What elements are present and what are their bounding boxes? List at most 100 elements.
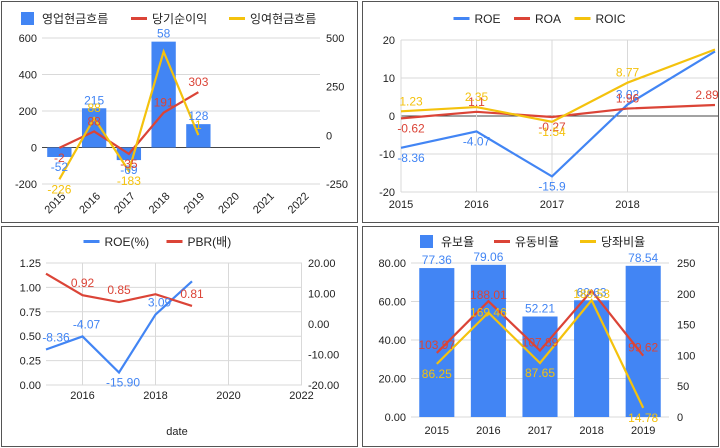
right-tick-label: 500 <box>326 33 344 45</box>
legend-line-1 <box>166 240 183 243</box>
legend-label-0: 유보율 <box>441 235 474 249</box>
left-tick-label: -200 <box>15 179 37 191</box>
x-tick-label: 2021 <box>251 190 277 216</box>
ratio-chart-panel: 0.00 20.00 40.00 60.00 80.00 0 50 100 150 200 250 2… <box>362 226 719 447</box>
legend-label-2: 당좌비율 <box>601 235 645 249</box>
x-axis-title: date <box>166 426 187 438</box>
x-tick-label: 2017 <box>112 190 138 216</box>
data-label-roe: -8.36 <box>42 330 70 344</box>
left-tick-label: 400 <box>19 70 37 82</box>
data-label-pbr: 0.92 <box>71 276 95 290</box>
data-label-2: 14.78 <box>628 411 658 425</box>
profitability-chart: -20 -10 0 10 20 2015 2016 2017 2018 -8.36 -4.07 -15… <box>379 12 718 211</box>
data-label-2: 86.25 <box>422 367 452 381</box>
series-line-1 <box>436 288 645 357</box>
right-tick-label: 250 <box>677 258 695 270</box>
data-label-1: 1.96 <box>616 92 640 106</box>
legend-label-1: 유동비율 <box>515 235 559 249</box>
data-label-1: 191 <box>154 96 174 110</box>
data-label-0: -8.36 <box>397 151 425 165</box>
data-label-1: -0.27 <box>538 120 566 134</box>
data-label-0: -69 <box>120 163 138 177</box>
y-tick-label: -20 <box>379 187 395 199</box>
data-label-1: 107.89 <box>522 336 559 350</box>
data-label-0: 215 <box>84 93 104 107</box>
legend-line-1 <box>494 240 510 243</box>
data-label-roe: -15.90 <box>106 375 140 389</box>
y-tick-label: -10 <box>379 149 395 161</box>
left-tick-label: 1.00 <box>20 282 41 294</box>
legend-label-2: 잉여현금흐름 <box>250 12 316 26</box>
data-label-1: -0.62 <box>397 121 425 135</box>
data-label-bar: 77.36 <box>422 253 452 267</box>
right-tick-label: 250 <box>326 82 344 94</box>
data-label-0: 128 <box>188 109 208 123</box>
data-label-1: 2.89 <box>695 88 718 102</box>
left-tick-label: 20.00 <box>378 374 406 386</box>
bar-operating-cf <box>47 147 72 157</box>
right-tick-label: 50 <box>677 381 689 393</box>
series-line-0 <box>400 50 716 178</box>
bar-operating-cf <box>151 41 176 148</box>
x-tick-label: 2018 <box>615 199 639 211</box>
series-line-2 <box>436 298 645 409</box>
data-label-0: -4.07 <box>463 134 491 148</box>
data-label-pbr: 0.81 <box>180 287 204 301</box>
x-tick-label: 2019 <box>182 190 208 216</box>
x-tick-label: 2020 <box>216 190 242 216</box>
x-tick-label: 2022 <box>289 390 313 402</box>
right-tick-label: -20.00 <box>308 380 339 392</box>
left-tick-label: 60.00 <box>378 297 406 309</box>
data-label-1: 88 <box>87 114 101 128</box>
legend-label-2: ROIC <box>596 12 626 26</box>
series-line-pbr <box>45 272 193 307</box>
x-tick-label: 2017 <box>528 425 552 437</box>
data-label-bar: 60.63 <box>577 285 607 299</box>
bar-operating-cf <box>186 124 211 148</box>
legend-line-1 <box>131 17 147 20</box>
legend-label-0: 영업현금흐름 <box>42 12 108 26</box>
legend-swatch-0 <box>420 235 433 248</box>
x-tick-label: 2022 <box>286 190 312 216</box>
data-label-2: 169.46 <box>470 306 507 320</box>
left-tick-label: 40.00 <box>378 335 406 347</box>
left-tick-label: 200 <box>19 106 37 118</box>
y-tick-label: 20 <box>383 35 395 47</box>
data-label-2: -1.54 <box>538 125 566 139</box>
data-label-1: 99.62 <box>628 341 658 355</box>
x-tick-label: 2020 <box>216 390 240 402</box>
data-label-roe: -4.07 <box>73 317 101 331</box>
data-label-bar: 78.54 <box>628 251 658 265</box>
y-tick-label: 10 <box>383 73 395 85</box>
data-label-1: 103.97 <box>418 338 455 352</box>
x-tick-label: 2019 <box>631 425 655 437</box>
x-tick-label: 2016 <box>77 190 103 216</box>
data-label-2: 1 <box>195 118 202 132</box>
bar-reserve-ratio <box>470 264 506 417</box>
left-tick-label: 1.25 <box>20 258 41 270</box>
data-label-bar: 52.21 <box>525 301 555 315</box>
legend-line-2 <box>229 17 245 20</box>
roe-pbr-chart-panel: 0.00 0.25 0.50 0.75 1.00 1.25 -20.00 -10.00 0.00… <box>1 226 358 447</box>
x-tick-label: 2018 <box>579 425 603 437</box>
legend-label-1: 당기순이익 <box>152 12 207 26</box>
data-label-2: 87.65 <box>525 366 555 380</box>
data-label-roe: 3.09 <box>148 296 172 310</box>
roe-pbr-chart: 0.00 0.25 0.50 0.75 1.00 1.25 -20.00 -10.00 0.00… <box>20 235 340 438</box>
series-line-2 <box>58 48 200 180</box>
right-tick-label: 0.00 <box>308 319 329 331</box>
left-tick-label: 600 <box>19 33 37 45</box>
bar-operating-cf <box>81 108 107 148</box>
left-tick-label: 0.00 <box>20 380 41 392</box>
cashflow-chart-panel: -200 0 200 400 600 -250 0 250 500 2015 2016 2017 201… <box>1 1 358 223</box>
data-label-0: 3.02 <box>616 88 640 102</box>
data-label-1: -35 <box>120 157 138 171</box>
legend-label-1: PBR(배) <box>188 235 232 249</box>
legend-line-1 <box>514 17 530 20</box>
y-tick-label: 0 <box>389 111 395 123</box>
data-label-0: 58 <box>157 27 171 41</box>
data-label-2: -226 <box>47 182 71 196</box>
legend-swatch-0 <box>21 12 34 25</box>
bar-reserve-ratio <box>522 316 558 417</box>
